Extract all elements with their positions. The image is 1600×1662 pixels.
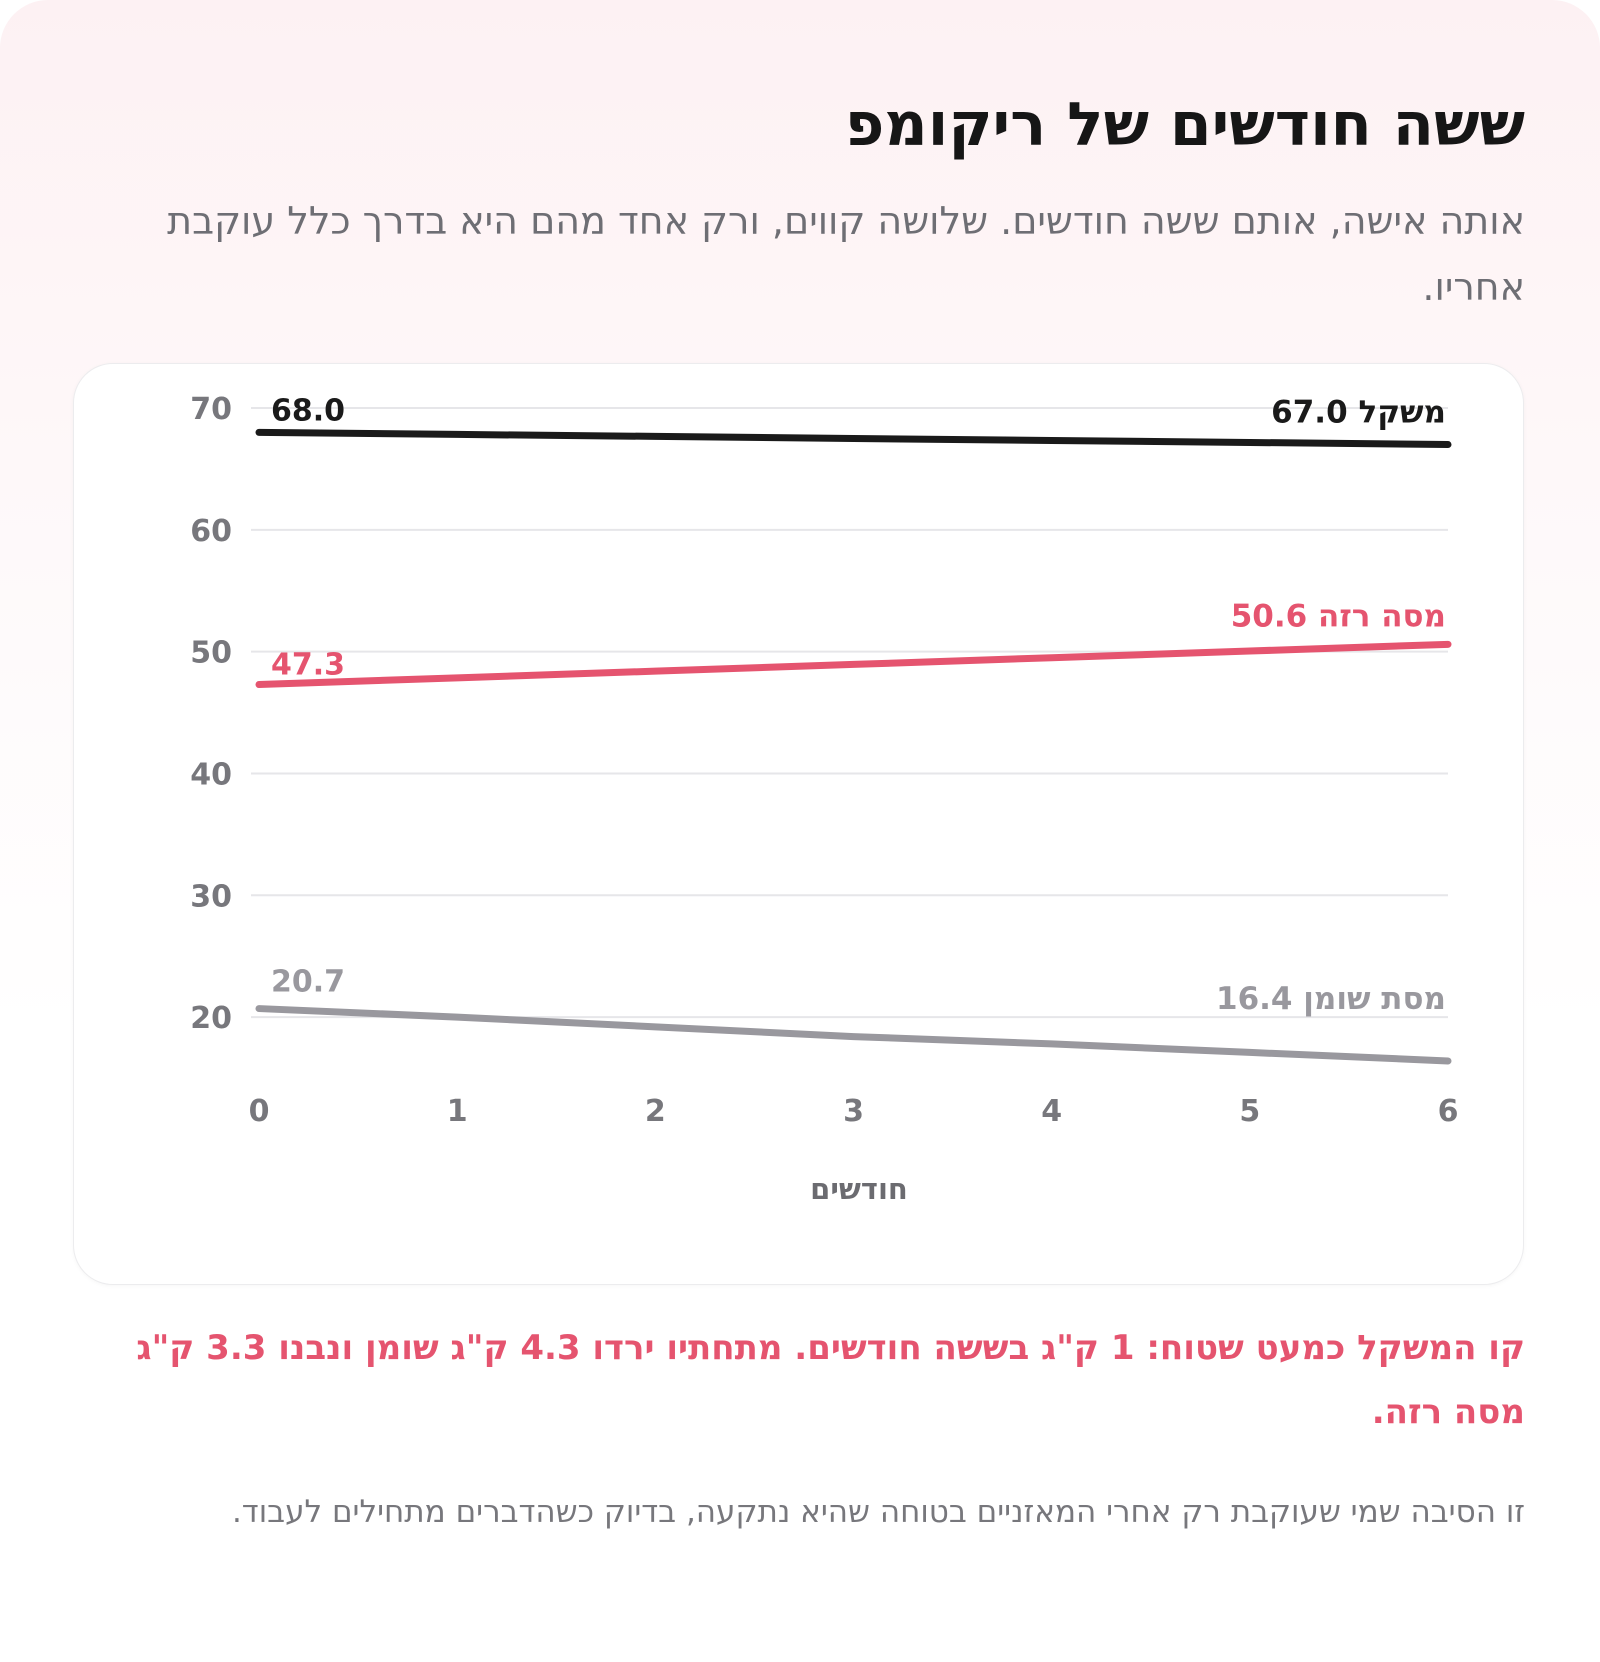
x-tick-label: 2 <box>645 1094 666 1129</box>
start-value-label: 47.3 <box>271 648 345 683</box>
series-line <box>255 428 1452 449</box>
end-series-label: משקל 67.0 <box>1271 395 1446 431</box>
explanation-note: זו הסיבה שמי שעוקבת רק אחרי המאזניים בטו… <box>231 1494 1525 1530</box>
x-tick-label: 5 <box>1239 1094 1260 1129</box>
series-line <box>255 640 1452 689</box>
x-tick-label: 0 <box>249 1094 270 1129</box>
y-axis-ticks: 70 60 50 40 30 20 <box>190 392 232 1036</box>
series-line <box>255 1005 1452 1065</box>
x-tick-label: 6 <box>1438 1094 1459 1129</box>
page-title: ששה חודשים של ריקומפ <box>844 90 1525 160</box>
page-subtitle: אותה אישה, אותם ששה חודשים. שלושה קווים,… <box>167 199 1525 309</box>
end-series-label: מסה רזה 50.6 <box>1231 598 1446 634</box>
line-chart: 70 60 50 40 30 20 0 1 2 3 4 5 6 68.0 משקל 67.0 47.3 מס… <box>190 392 1459 1206</box>
key-insight: קו המשקל כמעט שטוח: 1 ק"ג בששה חודשים. מ… <box>136 1328 1525 1432</box>
gridlines <box>251 407 1448 1019</box>
x-axis-label: חודשים <box>810 1172 908 1206</box>
footer: קו המשקל כמעט שטוח: 1 ק"ג בששה חודשים. מ… <box>110 1316 1525 1542</box>
y-tick-label: 30 <box>190 879 232 914</box>
y-tick-label: 50 <box>190 636 232 671</box>
chart-card: 70 60 50 40 30 20 0 1 2 3 4 5 6 68.0 משקל 67.0 47.3 מס… <box>73 363 1524 1285</box>
x-tick-label: 4 <box>1041 1094 1062 1129</box>
y-tick-label: 20 <box>190 1001 232 1036</box>
x-tick-label: 1 <box>447 1094 468 1129</box>
start-value-label: 68.0 <box>271 393 345 428</box>
end-series-label: מסת שומן 16.4 <box>1216 981 1446 1017</box>
x-tick-label: 3 <box>843 1094 864 1129</box>
y-tick-label: 70 <box>190 392 232 427</box>
x-axis-ticks: 0 1 2 3 4 5 6 <box>249 1094 1459 1129</box>
y-tick-label: 60 <box>190 514 232 549</box>
series-lines <box>255 428 1452 1065</box>
y-tick-label: 40 <box>190 757 232 792</box>
header: ששה חודשים של ריקומפ אותה אישה, אותם ששה… <box>160 70 1525 320</box>
series-labels: 68.0 משקל 67.0 47.3 מסה רזה 50.6 20.7 מסת שומ… <box>271 393 1446 1017</box>
start-value-label: 20.7 <box>271 965 345 1000</box>
